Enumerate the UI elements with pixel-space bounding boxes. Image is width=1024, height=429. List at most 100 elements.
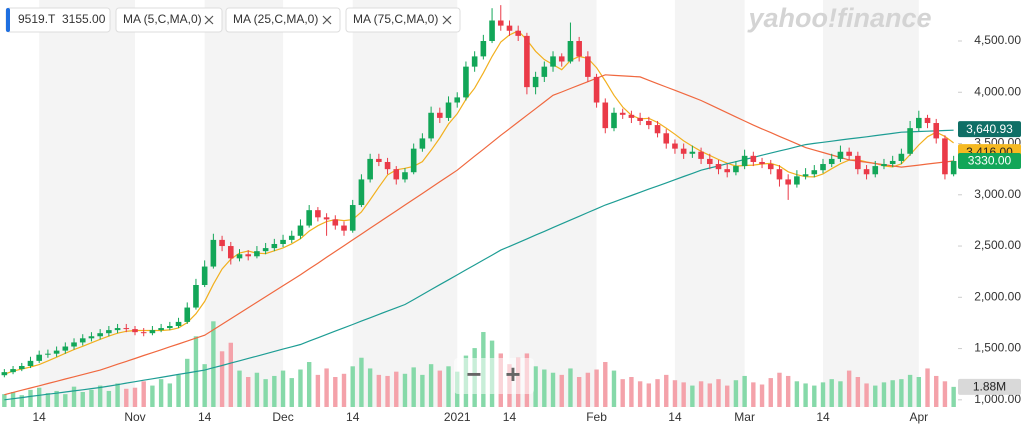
volume-bar xyxy=(54,390,59,407)
volume-bar xyxy=(45,393,51,407)
candle-body xyxy=(724,169,731,173)
candle-body xyxy=(1,372,8,376)
volume-bar xyxy=(855,377,861,407)
volume-bar xyxy=(629,377,634,407)
volume-bar xyxy=(359,357,364,407)
candle-body xyxy=(428,112,434,139)
candle-body xyxy=(907,128,913,154)
candle-body xyxy=(53,350,60,354)
legend-chip[interactable] xyxy=(115,7,223,33)
volume-bar xyxy=(324,368,329,407)
candle-body xyxy=(384,161,391,170)
volume-bar xyxy=(385,375,390,407)
volume-bar xyxy=(272,375,277,407)
x-tick-label: 14 xyxy=(816,410,830,424)
candle-body xyxy=(463,66,469,98)
volume-bar xyxy=(820,382,826,407)
ma-line xyxy=(4,74,954,396)
volume-bar xyxy=(672,380,678,407)
candle-body xyxy=(332,219,339,226)
candle-body xyxy=(750,155,757,162)
candle-body xyxy=(323,217,330,220)
candle-body xyxy=(515,30,521,36)
close-icon[interactable] xyxy=(204,15,214,25)
volume-bar xyxy=(280,370,286,407)
volume-bar xyxy=(794,381,800,407)
volume-bar xyxy=(254,372,260,407)
close-icon[interactable] xyxy=(442,15,452,25)
volume-bar xyxy=(141,381,146,407)
candle-body xyxy=(706,158,713,165)
close-icon[interactable] xyxy=(322,15,332,25)
legend-chip[interactable] xyxy=(345,7,461,33)
legend-chip[interactable] xyxy=(225,7,341,33)
candle-body xyxy=(288,235,295,240)
volume-bar xyxy=(185,358,190,407)
volume-bar xyxy=(751,382,756,407)
volume-bar xyxy=(333,377,338,407)
volume-bar xyxy=(681,382,686,407)
volume-bar xyxy=(428,364,434,407)
volume-bar xyxy=(942,381,948,407)
x-tick-label: 14 xyxy=(346,410,360,424)
volume-bar xyxy=(402,373,408,407)
candle-body xyxy=(646,120,652,126)
candle-body xyxy=(602,102,609,129)
candle-body xyxy=(689,151,696,154)
volume-bar xyxy=(106,390,112,407)
x-tick-label: 2021 xyxy=(444,410,471,424)
stripe xyxy=(39,0,135,407)
y-tick-label: 1,000.00 xyxy=(974,392,1021,406)
candle-body xyxy=(271,243,278,249)
candle-body xyxy=(341,225,347,231)
candle-body xyxy=(619,112,626,115)
candle-body xyxy=(698,151,704,159)
zoom-in[interactable]: + xyxy=(505,359,520,389)
candle-body xyxy=(489,20,495,42)
candle-body xyxy=(349,205,356,231)
candle-body xyxy=(820,164,826,171)
candle-body xyxy=(471,56,478,67)
candle-body xyxy=(227,246,234,259)
zoom-out[interactable]: − xyxy=(466,359,481,389)
volume-bar xyxy=(411,367,416,407)
volume-bar xyxy=(620,379,625,407)
value-tag-label: 1.88M xyxy=(973,380,1006,394)
volume-bar xyxy=(542,369,547,407)
volume-bar xyxy=(10,392,16,407)
candle-body xyxy=(672,143,678,149)
volume-bar xyxy=(559,374,564,407)
volume-bar xyxy=(263,379,268,407)
volume-bar xyxy=(568,368,573,407)
candle-body xyxy=(680,148,687,154)
volume-bar xyxy=(812,385,817,407)
candle-body xyxy=(881,164,887,167)
candle-body xyxy=(393,169,400,180)
legend-label: MA (5,C,MA,0) xyxy=(123,12,202,26)
volume-bar xyxy=(437,370,443,407)
candle-body xyxy=(376,158,382,162)
candle-body xyxy=(18,365,25,370)
watermark: yahoo!finance xyxy=(746,3,931,33)
candle-body xyxy=(924,117,931,124)
candle-body xyxy=(715,164,722,170)
candle-body xyxy=(106,330,112,334)
candle-body xyxy=(149,330,156,334)
volume-bar xyxy=(341,373,347,407)
stripe xyxy=(674,0,745,407)
candle-body xyxy=(480,41,487,57)
candle-body xyxy=(541,66,548,77)
volume-bar xyxy=(594,369,599,407)
volume-bar xyxy=(420,374,425,407)
x-tick-label: Apr xyxy=(909,410,928,424)
volume-bar xyxy=(916,377,922,407)
x-tick-label: 14 xyxy=(668,410,682,424)
volume-bar xyxy=(873,385,878,407)
zoom-controls: − + xyxy=(454,358,534,394)
moving-averages xyxy=(4,30,954,401)
y-tick-label: 1,500.00 xyxy=(974,341,1021,355)
candle-body xyxy=(794,176,800,185)
legend-label: MA (25,C,MA,0) xyxy=(233,12,318,26)
volume-bar xyxy=(934,375,939,407)
